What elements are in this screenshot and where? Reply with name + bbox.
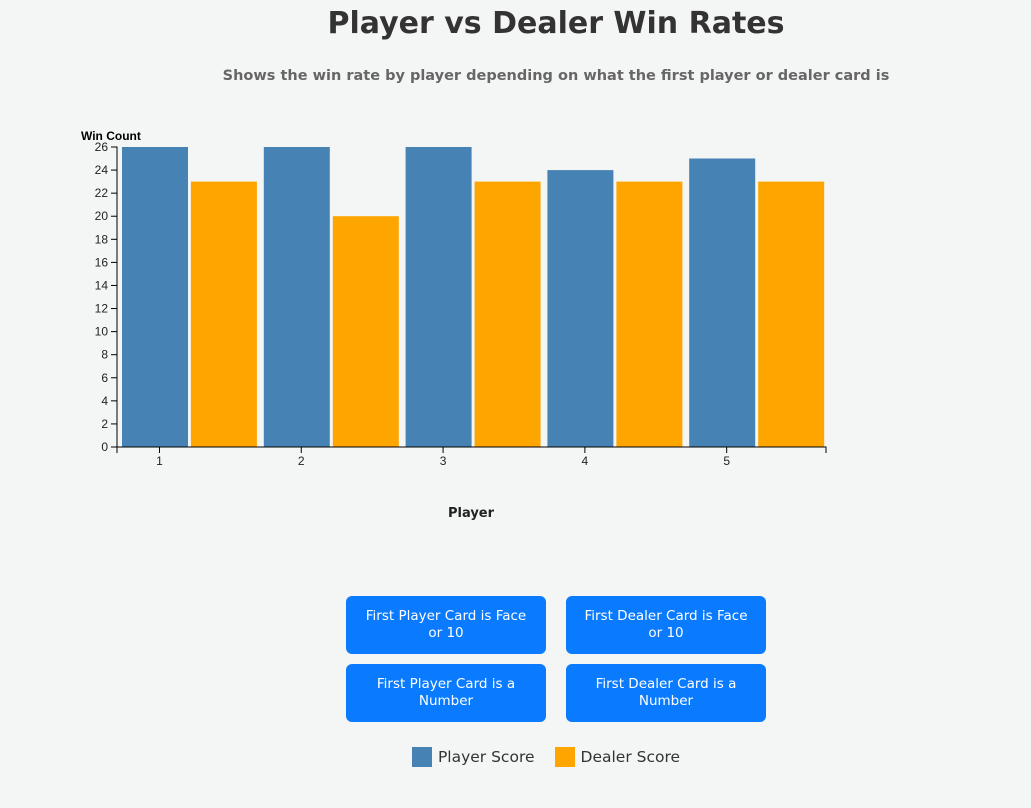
x-tick-label-3: 3 [440,454,447,468]
y-tick-label-14: 14 [95,278,109,292]
y-tick-label-2: 2 [101,417,108,431]
x-tick-label-1: 1 [156,454,163,468]
y-tick-label-4: 4 [101,394,108,408]
y-tick-label-20: 20 [95,209,109,223]
y-tick-label-22: 22 [95,186,109,200]
x-axis: 1 2 3 4 5 [117,447,826,468]
y-axis-line [111,147,117,447]
bar-player-5 [689,159,755,448]
legend-swatch-dealer [555,747,575,767]
bar-player-4 [547,170,613,447]
bar-player-1 [122,147,188,447]
bar-dealer-4 [616,182,682,447]
y-axis-label: Win Count [81,129,141,143]
y-tick-label-18: 18 [95,232,109,246]
bars-group [122,147,824,447]
legend-item-dealer: Dealer Score [555,747,681,767]
y-tick-label-12: 12 [95,302,109,316]
y-tick-label-16: 16 [95,255,109,269]
x-tick-label-5: 5 [723,454,730,468]
legend-swatch-player [412,747,432,767]
bar-dealer-3 [475,182,541,447]
dealer-number-button[interactable]: First Dealer Card is a Number [566,664,766,722]
bar-dealer-1 [191,182,257,447]
bar-player-3 [406,147,472,447]
player-face-or-10-button[interactable]: First Player Card is Face or 10 [346,596,546,654]
legend: Player Score Dealer Score [0,747,1031,767]
bar-player-2 [264,147,330,447]
legend-item-player: Player Score [412,747,535,767]
bar-dealer-2 [333,216,399,447]
dealer-face-or-10-button[interactable]: First Dealer Card is Face or 10 [566,596,766,654]
y-tick-label-10: 10 [95,325,109,339]
legend-label-player: Player Score [438,748,535,766]
x-tick-label-2: 2 [298,454,305,468]
player-number-button[interactable]: First Player Card is a Number [346,664,546,722]
x-axis-line [117,447,826,453]
x-axis-label: Player [448,506,495,521]
bar-dealer-5 [758,182,824,447]
legend-label-dealer: Dealer Score [581,748,681,766]
y-tick-label-24: 24 [95,163,109,177]
x-tick-label-4: 4 [582,454,589,468]
y-tick-label-0: 0 [101,440,108,454]
y-tick-label-6: 6 [101,371,108,385]
y-tick-label-8: 8 [101,348,108,362]
